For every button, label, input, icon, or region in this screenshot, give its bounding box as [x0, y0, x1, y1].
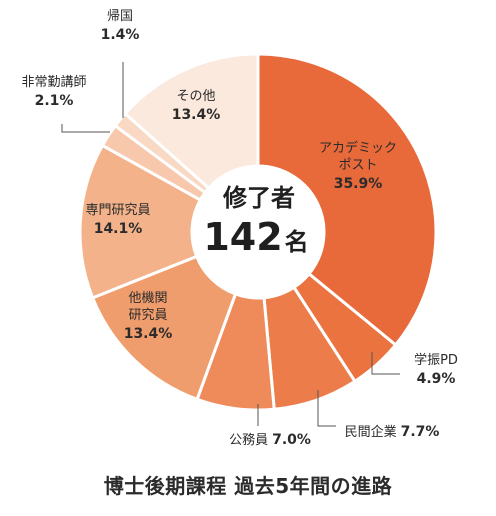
slice-label-2: 民間企業 7.7% — [345, 424, 440, 440]
slice-value-4: 13.4% — [124, 326, 173, 342]
slice-label-0: アカデミックポスト 35.9% — [319, 140, 397, 192]
slice-name-0-line-0: アカデミック — [319, 140, 397, 156]
slice-0 — [256, 52, 438, 348]
slice-name-0-line-1: ポスト — [338, 158, 377, 173]
slice-group — [78, 52, 438, 412]
center-total-unit: 名 — [285, 228, 309, 256]
slice-name-4-line-1: 研究員 — [128, 308, 167, 323]
donut-hole — [192, 166, 324, 298]
leader-line-group — [61, 62, 400, 427]
slice-value-5: 14.1% — [94, 221, 143, 237]
slice-label-4: 他機関研究員 13.4% — [124, 291, 173, 342]
slice-name-3: 公務員 — [229, 433, 268, 448]
leader-line-2 — [317, 390, 336, 427]
slice-value-7: 1.4% — [101, 27, 140, 43]
slice-value-1: 4.9% — [417, 371, 456, 387]
slice-name-5-line-0: 専門研究員 — [85, 203, 150, 218]
slice-label-5: 専門研究員 14.1% — [85, 203, 150, 237]
center-total: 142名 — [203, 215, 308, 259]
center-title: 修了者 — [222, 184, 295, 212]
slice-label-7: 帰国 1.4% — [101, 8, 140, 43]
slice-name-7-line-0: 帰国 — [107, 8, 133, 24]
slice-name-2: 民間企業 — [345, 424, 397, 440]
slice-value-2: 7.7% — [401, 424, 440, 440]
slice-label-group: アカデミックポスト 35.9% 学振PD 4.9% 民間企業 7.7% 公務員 7.0% 他機関… — [21, 8, 457, 448]
slice-value-0: 35.9% — [334, 176, 383, 192]
slice-label-8: その他 13.4% — [172, 89, 221, 123]
chart-title: 博士後期課程 過去5年間の進路 — [103, 474, 393, 498]
slice-name-8-line-0: その他 — [176, 89, 215, 104]
slice-value-8: 13.4% — [172, 107, 221, 123]
slice-name-4-line-0: 他機関 — [128, 291, 167, 306]
center-total-number: 142 — [203, 215, 282, 259]
slice-name-1-line-0: 学振PD — [414, 352, 458, 368]
slice-value-6: 2.1% — [35, 93, 74, 109]
slice-value-3: 7.0% — [272, 432, 311, 448]
slice-label-3: 公務員 7.0% — [229, 432, 311, 448]
slice-label-1: 学振PD 4.9% — [414, 352, 458, 387]
leader-line-1 — [371, 352, 400, 375]
slice-label-6: 非常勤講師 2.1% — [21, 74, 86, 109]
leader-line-6 — [61, 124, 110, 133]
slice-name-6-line-0: 非常勤講師 — [21, 74, 86, 90]
